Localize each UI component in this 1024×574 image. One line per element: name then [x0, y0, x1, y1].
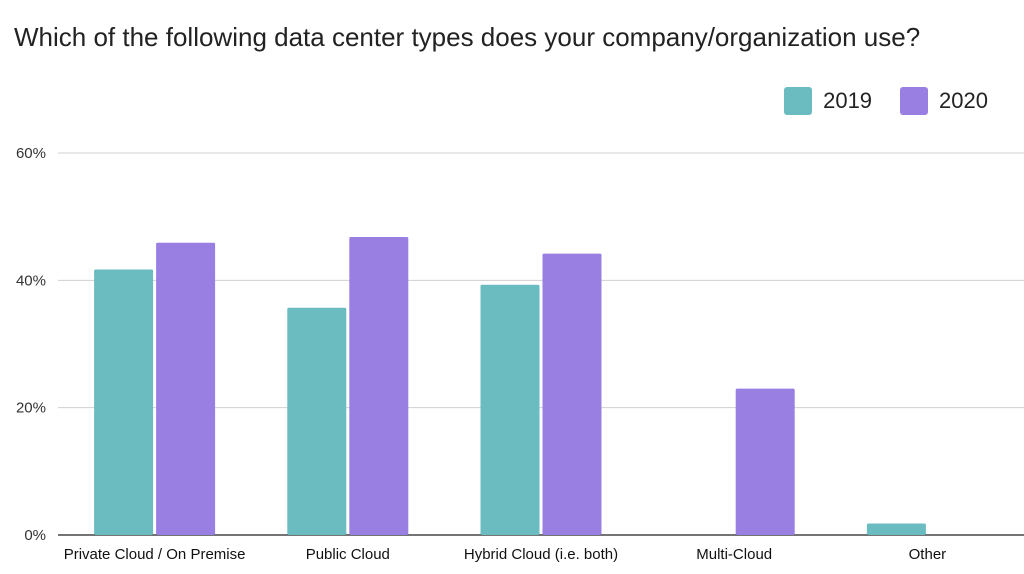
bar-2019-other: [866, 523, 926, 535]
x-category-label: Private Cloud / On Premise: [64, 546, 246, 563]
legend-label-2020: 2020: [939, 88, 988, 113]
legend-swatch-2020: [900, 87, 929, 115]
bar-2020-private-cloud-on-premise: [156, 242, 216, 535]
bar-2020-multi-cloud: [735, 388, 795, 535]
y-tick-label: 60%: [16, 145, 46, 162]
bar-2020-hybrid-cloud-i-e-both: [542, 253, 602, 536]
y-tick-label: 20%: [16, 400, 46, 417]
legend: 2019 2020: [784, 87, 988, 115]
legend-item-2019: 2019: [784, 87, 872, 115]
x-category-label: Hybrid Cloud (i.e. both): [464, 546, 618, 563]
bar-2020-public-cloud: [349, 237, 409, 536]
bar-2019-hybrid-cloud-i-e-both: [480, 284, 540, 535]
y-tick-label: 40%: [16, 272, 46, 289]
chart-title: Which of the following data center types…: [14, 22, 921, 52]
y-tick-label: 0%: [24, 527, 46, 544]
x-category-label: Public Cloud: [306, 546, 390, 563]
legend-item-2020: 2020: [900, 87, 988, 115]
legend-label-2019: 2019: [823, 88, 873, 113]
x-category-label: Multi-Cloud: [696, 546, 772, 563]
legend-swatch-2019: [784, 87, 813, 115]
bar-2019-private-cloud-on-premise: [94, 269, 154, 535]
bar-2019-public-cloud: [287, 307, 347, 535]
x-category-label: Other: [909, 546, 947, 563]
